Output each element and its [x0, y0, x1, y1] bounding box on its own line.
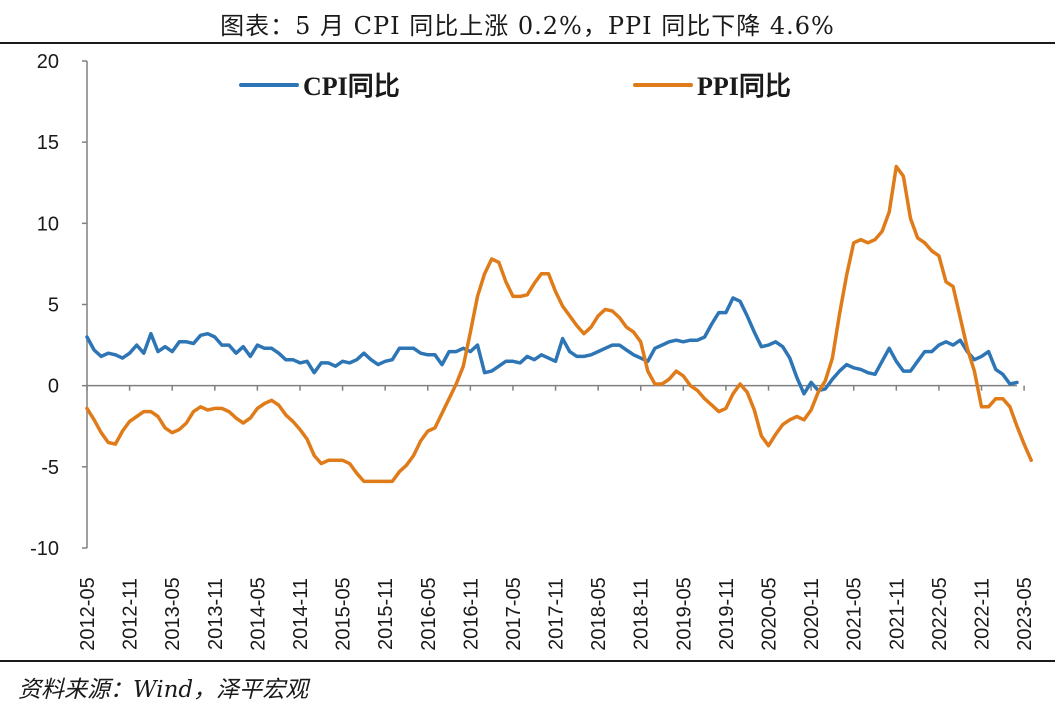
x-tick-label: 2012-05	[77, 577, 99, 650]
y-tick-label: -10	[30, 538, 59, 560]
series-layer	[85, 164, 1033, 484]
axes: 20 15 10 5 0 -5 -10 2012-05 2012-11 2013-05 2013-1…	[30, 51, 1036, 651]
x-tick-label: 2016-11	[460, 578, 482, 650]
source-note: 资料来源：Wind，泽平宏观	[18, 677, 309, 703]
y-tick-label: 5	[48, 295, 59, 317]
x-tick-label: 2016-05	[418, 577, 440, 650]
top-rule	[0, 42, 1055, 44]
legend-label-cpi: CPI同比	[303, 72, 400, 101]
x-tick-label: 2018-11	[631, 578, 653, 650]
legend-label-ppi: PPI同比	[697, 72, 791, 101]
x-tick-label: 2019-05	[673, 577, 695, 650]
x-tick-label: 2014-11	[290, 578, 312, 650]
x-tick-label: 2022-05	[929, 577, 951, 650]
y-tick-label: 20	[37, 51, 59, 73]
x-tick-label: 2015-11	[375, 578, 397, 650]
line-chart: 20 15 10 5 0 -5 -10 2012-05 2012-11 2013-05 2013-1…	[30, 51, 1036, 651]
x-tick-label: 2020-05	[759, 577, 781, 650]
x-tick-label: 2023-05	[1014, 577, 1036, 650]
x-tick-label: 2021-11	[886, 578, 908, 650]
chart-title: 图表：5 月 CPI 同比上涨 0.2%，PPI 同比下降 4.6%	[220, 12, 835, 40]
x-tick-label: 2015-05	[333, 577, 355, 650]
y-tick-label: 10	[37, 213, 59, 235]
y-tick-label: 0	[48, 376, 59, 398]
y-tick-label: 15	[37, 132, 59, 154]
x-tick-label: 2020-11	[801, 578, 823, 650]
bottom-rule	[0, 660, 1055, 662]
x-tick-label: 2018-05	[588, 577, 610, 650]
x-tick-label: 2017-11	[546, 578, 568, 650]
x-tick-label: 2013-05	[162, 577, 184, 650]
y-tick-label: -5	[41, 457, 59, 479]
series-line-ppi	[85, 164, 1033, 484]
x-tick-label: 2021-05	[844, 577, 866, 650]
x-tick-label: 2012-11	[120, 578, 142, 650]
x-tick-label: 2013-11	[205, 578, 227, 650]
x-tick-label: 2019-11	[716, 578, 738, 650]
x-tick-label: 2022-11	[972, 578, 994, 650]
x-tick-label: 2017-05	[503, 577, 525, 650]
legend: CPI同比 PPI同比	[239, 72, 791, 101]
series-line-cpi	[85, 296, 1019, 396]
x-tick-label: 2014-05	[247, 577, 269, 650]
